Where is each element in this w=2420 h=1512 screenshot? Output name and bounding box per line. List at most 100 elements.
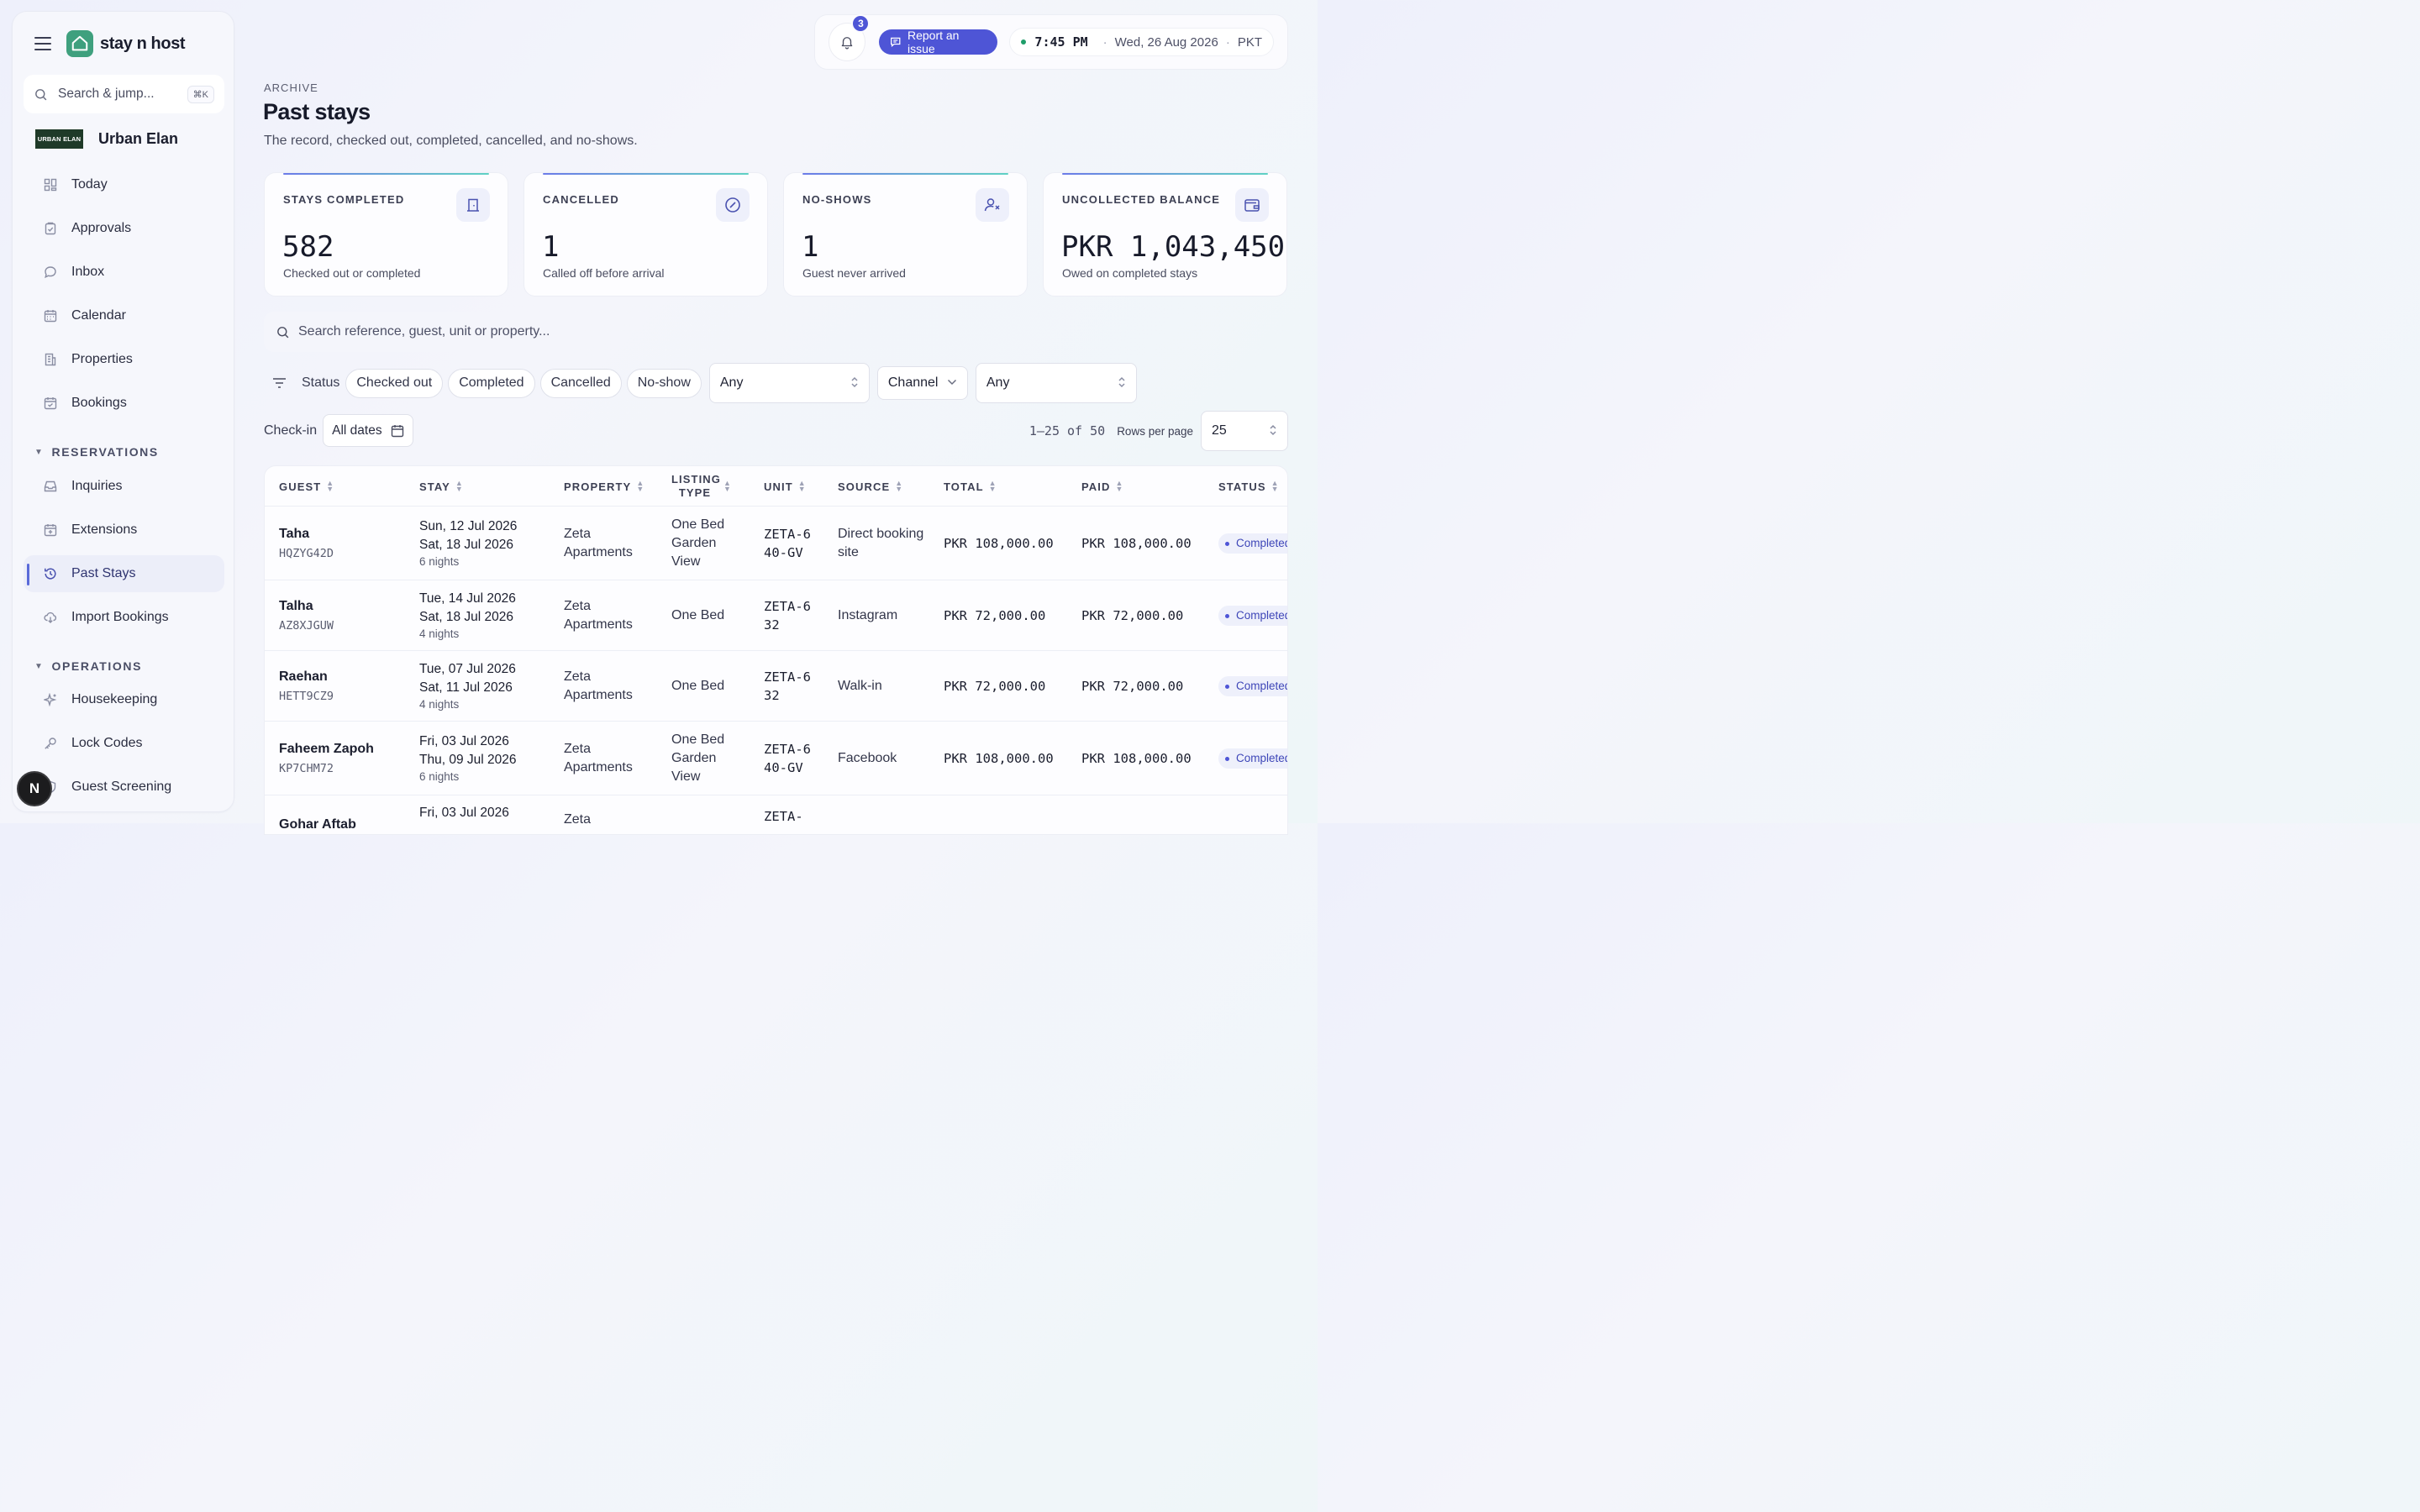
table-row[interactable]: Gohar Aftab Fri, 03 Jul 2026 Zeta ZETA- (265, 795, 1287, 834)
chip-cancelled[interactable]: Cancelled (539, 368, 622, 398)
table-search-input[interactable]: Search reference, guest, unit or propert… (264, 312, 575, 352)
org-name: Urban Elan (98, 130, 179, 147)
rows-per-page-select[interactable]: 25 (1201, 411, 1288, 451)
cloud-download-icon (44, 611, 57, 624)
column-header-stay[interactable]: STAY ▲ ▼ (419, 479, 464, 493)
menu-toggle-icon[interactable] (34, 37, 51, 50)
sidebar-search-input[interactable]: Search & jump... ⌘K (24, 75, 224, 113)
status-select-value: Any (719, 375, 744, 390)
building-icon (44, 353, 57, 366)
sidebar-item-today[interactable]: Today (24, 166, 224, 203)
column-header-property[interactable]: PROPERTY ▲ ▼ (564, 479, 645, 493)
chip-checked-out[interactable]: Checked out (345, 368, 444, 398)
guest-name[interactable]: Gohar Aftab (279, 817, 356, 832)
sidebar-item-calendar[interactable]: Calendar (24, 297, 224, 334)
nights: 6 nights (419, 555, 460, 568)
report-issue-button[interactable]: Report an issue (879, 29, 998, 55)
sidebar-item-extensions[interactable]: Extensions (24, 512, 224, 549)
unit-cell: ZETA- (764, 809, 803, 824)
stat-description: Guest never arrived (802, 266, 906, 280)
sidebar-item-guest-screening[interactable]: Guest Screening (24, 769, 224, 806)
section-reservations[interactable]: ▼ RESERVATIONS (34, 445, 159, 459)
chip-completed[interactable]: Completed (448, 368, 535, 398)
chevron-down-icon (947, 378, 957, 388)
search-icon (35, 88, 47, 100)
checkin-label: Check-in (264, 423, 318, 438)
column-header-status[interactable]: STATUS ▲ ▼ (1218, 479, 1280, 493)
checkout-date: Sat, 18 Jul 2026 (419, 610, 514, 624)
message-square-icon (891, 37, 901, 47)
column-header-paid[interactable]: PAID ▲ ▼ (1081, 479, 1124, 493)
current-date: Wed, 26 Aug 2026 (1114, 34, 1218, 50)
table-header: GUEST ▲ ▼ STAY ▲ ▼ PROPERTY ▲ ▼ LISTING TYPE ▲ ▼… (265, 466, 1287, 507)
key-icon (44, 737, 57, 750)
current-time: 7:45 PM (1034, 34, 1088, 50)
table-row[interactable]: Faheem Zapoh KP7CHM72 Fri, 03 Jul 2026 T… (265, 722, 1287, 795)
separator: · (1102, 34, 1107, 50)
notification-count-badge: 3 (851, 14, 871, 33)
channel-dropdown[interactable]: Channel (876, 366, 968, 400)
chat-bubble-icon (44, 265, 57, 279)
sidebar-item-past-stays[interactable]: Past Stays (24, 555, 224, 592)
chevron-down-icon: ▼ (34, 447, 45, 457)
stat-value: 1 (802, 230, 819, 264)
guest-name[interactable]: Taha (279, 526, 310, 541)
status-cell: Completed (1218, 722, 1287, 795)
sidebar-item-bookings[interactable]: Bookings (24, 385, 224, 422)
notifications-button[interactable]: 3 (829, 14, 871, 61)
sidebar-item-inquiries[interactable]: Inquiries (24, 468, 224, 505)
sort-icon: ▲ ▼ (988, 479, 997, 493)
stat-card-completed: STAYS COMPLETED 582 Checked out or compl… (264, 172, 508, 297)
stat-value: PKR 1,043,450 (1061, 230, 1286, 264)
sidebar: stay n host Search & jump... ⌘K URBAN EL… (12, 11, 234, 812)
chevron-updown-icon (850, 376, 859, 391)
guest-name[interactable]: Talha (279, 598, 313, 613)
column-header-listing-type[interactable]: LISTING TYPE ▲ ▼ (671, 473, 733, 499)
user-avatar[interactable]: N (17, 771, 52, 806)
chip-no-show[interactable]: No-show (626, 368, 702, 398)
property-cell: Zeta Apartments (564, 669, 633, 702)
sidebar-item-label: Inbox (71, 265, 105, 279)
section-label: RESERVATIONS (51, 445, 159, 459)
sidebar-item-label: Inquiries (71, 479, 123, 493)
column-header-guest[interactable]: GUEST ▲ ▼ (279, 479, 335, 493)
sidebar-item-label: Approvals (71, 221, 132, 235)
guest-name[interactable]: Raehan (279, 669, 328, 684)
sidebar-item-import-bookings[interactable]: Import Bookings (24, 599, 224, 636)
sidebar-item-inbox[interactable]: Inbox (24, 254, 224, 291)
org-switcher[interactable]: URBAN ELAN Urban Elan (35, 129, 178, 149)
stat-description: Checked out or completed (283, 266, 421, 280)
booking-ref: AZ8XJGUW (279, 618, 334, 633)
column-header-source[interactable]: SOURCE ▲ ▼ (838, 479, 904, 493)
brand-name[interactable]: stay n host (100, 34, 186, 53)
section-operations[interactable]: ▼ OPERATIONS (34, 659, 142, 673)
sidebar-item-housekeeping[interactable]: Housekeeping (24, 681, 224, 718)
status-select[interactable]: Any (708, 363, 870, 403)
column-header-unit[interactable]: UNIT ▲ ▼ (764, 479, 807, 493)
sidebar-item-approvals[interactable]: Approvals (24, 210, 224, 247)
paid-cell: PKR 72,000.00 (1081, 608, 1184, 623)
status-badge: Completed (1218, 676, 1287, 696)
sidebar-item-label: Housekeeping (71, 692, 158, 706)
property-cell: Zeta Apartments (564, 742, 633, 774)
filter-icon[interactable] (264, 377, 294, 389)
table-row[interactable]: Taha HQZYG42D Sun, 12 Jul 2026 Sat, 18 J… (265, 507, 1287, 580)
status-badge: Completed (1218, 748, 1287, 769)
page-subtitle: The record, checked out, completed, canc… (264, 134, 638, 148)
sidebar-item-lock-codes[interactable]: Lock Codes (24, 725, 224, 762)
table-row[interactable]: Raehan HETT9CZ9 Tue, 07 Jul 2026 Sat, 11… (265, 651, 1287, 722)
channel-select[interactable]: Any (975, 363, 1137, 403)
stat-value: 582 (282, 230, 334, 264)
sidebar-item-label: Lock Codes (71, 736, 143, 750)
calendar-icon (44, 309, 57, 323)
status-cell: Completed (1218, 507, 1287, 580)
stat-label: UNCOLLECTED BALANCE (1062, 193, 1221, 206)
checkout-date: Thu, 09 Jul 2026 (419, 753, 517, 767)
sidebar-item-properties[interactable]: Properties (24, 341, 224, 378)
table-row[interactable]: Talha AZ8XJGUW Tue, 14 Jul 2026 Sat, 18 … (265, 580, 1287, 651)
column-header-total[interactable]: TOTAL ▲ ▼ (944, 479, 997, 493)
sidebar-item-label: Extensions (71, 522, 138, 537)
chevron-updown-icon (1269, 424, 1277, 438)
date-range-picker[interactable]: All dates (323, 414, 413, 447)
guest-name[interactable]: Faheem Zapoh (279, 741, 374, 756)
